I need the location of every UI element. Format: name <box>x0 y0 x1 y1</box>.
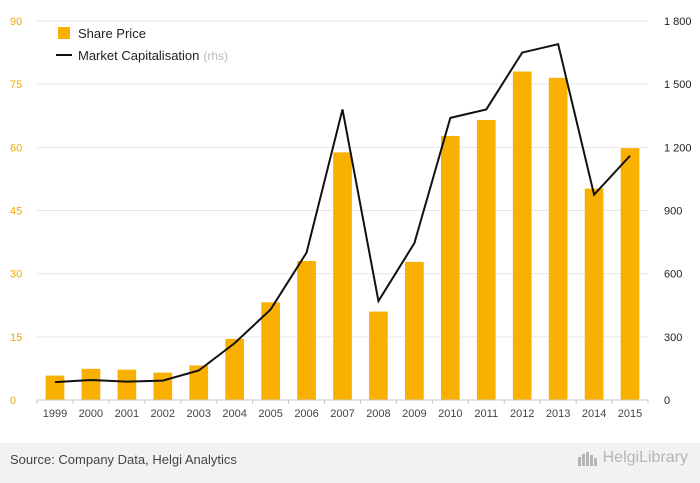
x-tick-label: 2004 <box>222 408 246 420</box>
legend-label-market-cap: Market Capitalisation <box>78 48 199 63</box>
share-price-bar <box>117 369 137 400</box>
y-left-tick-label: 30 <box>10 269 22 281</box>
share-price-bar <box>333 152 352 400</box>
share-price-bar <box>261 302 280 400</box>
y-right-tick-label: 1 200 <box>664 142 692 154</box>
x-tick-label: 2014 <box>582 408 606 420</box>
x-tick-label: 2000 <box>79 408 103 420</box>
legend-label-share-price: Share Price <box>78 26 146 41</box>
y-right-tick-label: 300 <box>664 332 682 344</box>
x-tick-label: 2013 <box>546 408 570 420</box>
y-left-tick-label: 0 <box>10 395 16 407</box>
share-price-bar <box>405 261 424 400</box>
share-price-bar <box>512 71 532 401</box>
share-price-bar <box>81 368 101 400</box>
x-tick-label: 2015 <box>618 408 642 420</box>
share-price-bar <box>440 135 460 401</box>
y-right-tick-label: 0 <box>664 395 670 407</box>
brand-logo: HelgiLibrary <box>577 449 688 467</box>
brand-name: HelgiLibrary <box>602 449 688 466</box>
y-right-tick-label: 600 <box>664 269 682 281</box>
y-left-tick-label: 90 <box>10 16 22 28</box>
x-tick-label: 2003 <box>186 408 210 420</box>
y-left-tick-label: 15 <box>10 332 22 344</box>
y-right-tick-label: 1 500 <box>664 79 692 91</box>
share-price-bar <box>297 261 316 400</box>
x-tick-label: 2006 <box>294 408 318 420</box>
y-right-tick-label: 900 <box>664 206 682 218</box>
legend-suffix-rhs: (rhs) <box>203 49 228 63</box>
x-tick-label: 2005 <box>258 408 282 420</box>
x-tick-label: 2008 <box>366 408 390 420</box>
y-left-tick-label: 45 <box>10 206 22 218</box>
share-price-bar <box>153 372 173 400</box>
library-icon <box>577 452 597 466</box>
x-tick-label: 2007 <box>330 408 354 420</box>
share-price-bar <box>45 375 65 400</box>
share-price-bar <box>225 338 245 400</box>
share-price-bar <box>584 188 604 400</box>
y-left-tick-label: 60 <box>10 142 22 154</box>
share-price-bars <box>45 71 640 401</box>
x-tick-label: 2009 <box>402 408 426 420</box>
share-price-bar <box>620 148 640 400</box>
y-right-tick-label: 1 800 <box>664 16 692 28</box>
legend-swatch-share-price <box>58 27 70 39</box>
share-price-bar <box>476 119 496 400</box>
x-tick-label: 2002 <box>151 408 175 420</box>
x-tick-label: 2010 <box>438 408 462 420</box>
x-tick-label: 1999 <box>43 408 67 420</box>
y-left-tick-label: 75 <box>10 79 22 91</box>
share-price-bar <box>189 365 209 400</box>
x-tick-label: 2001 <box>115 408 139 420</box>
share-price-bar <box>548 77 568 400</box>
source-note: Source: Company Data, Helgi Analytics <box>10 452 237 467</box>
share-price-bar <box>369 311 388 400</box>
market-cap-line <box>54 42 631 384</box>
legend: Share Price Market Capitalisation (rhs) <box>56 26 228 63</box>
x-tick-label: 2012 <box>510 408 534 420</box>
x-tick-label: 2011 <box>474 408 498 420</box>
